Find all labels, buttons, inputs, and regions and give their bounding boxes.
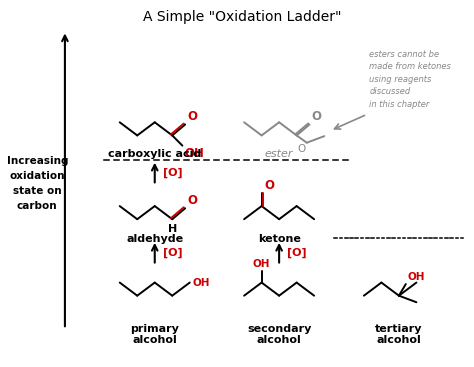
Text: primary
alcohol: primary alcohol <box>130 324 179 345</box>
Text: OH: OH <box>192 277 210 288</box>
Text: OH: OH <box>407 272 425 282</box>
Text: OH: OH <box>184 147 204 160</box>
Text: O: O <box>311 110 321 123</box>
Text: O: O <box>187 110 197 123</box>
Text: aldehyde: aldehyde <box>126 235 183 244</box>
Text: ketone: ketone <box>258 235 301 244</box>
Text: O: O <box>264 179 274 192</box>
Text: tertiary
alcohol: tertiary alcohol <box>375 324 423 345</box>
Text: [O]: [O] <box>287 248 307 258</box>
Text: esters cannot be
made from ketones
using reagents
discussed
in this chapter: esters cannot be made from ketones using… <box>369 50 451 109</box>
Text: H: H <box>168 224 177 233</box>
Text: A Simple "Oxidation Ladder": A Simple "Oxidation Ladder" <box>143 11 342 25</box>
Text: OH: OH <box>253 259 270 269</box>
Text: secondary
alcohol: secondary alcohol <box>247 324 311 345</box>
Text: carboxylic acid: carboxylic acid <box>108 149 201 159</box>
Text: O: O <box>298 144 306 154</box>
Text: ester: ester <box>265 149 293 159</box>
Text: [O]: [O] <box>163 167 182 178</box>
Text: [O]: [O] <box>163 248 182 258</box>
Text: O: O <box>187 194 197 207</box>
Text: Increasing
oxidation
state on
carbon: Increasing oxidation state on carbon <box>7 156 68 211</box>
